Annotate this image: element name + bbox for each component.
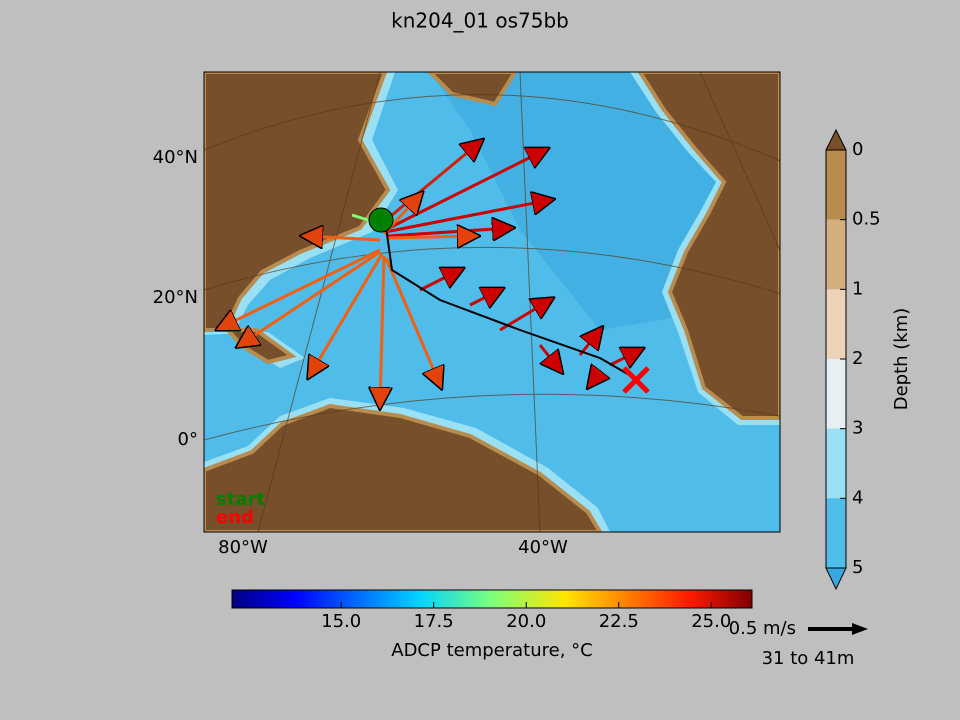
cruise-track <box>384 219 639 381</box>
colorbar-tick-label: 22.5 <box>599 611 639 632</box>
scale-arrowhead <box>852 623 868 635</box>
scale-depth: 31 to 41m <box>762 648 855 669</box>
lon-label: 40°W <box>518 537 568 558</box>
colorbar-tick-label: 25.0 <box>691 611 731 632</box>
depth-tick-label: 1 <box>852 278 863 299</box>
legend-start: start <box>216 489 265 510</box>
temperature-label: ADCP temperature, °C <box>391 640 592 661</box>
legend-end: end <box>216 507 254 528</box>
lat-label: 0° <box>178 429 198 450</box>
colorbar-tick-label: 15.0 <box>321 611 361 632</box>
depth-tick-label: 0.5 <box>852 209 881 230</box>
depth-tick-label: 5 <box>852 557 863 578</box>
depth-bin <box>826 428 846 499</box>
colorbar-tick-label: 17.5 <box>414 611 454 632</box>
lat-label: 20°N <box>153 287 198 308</box>
lon-label: 80°W <box>218 537 268 558</box>
depth-bin <box>826 498 846 568</box>
depth-bin <box>826 359 846 429</box>
lat-label: 40°N <box>153 147 198 168</box>
scale-speed: 0.5 m/s <box>729 618 796 639</box>
end-marker <box>622 366 650 394</box>
depth-tick-label: 3 <box>852 418 863 439</box>
depth-colorbar: 0 0.5 1 2 3 4 5 <box>825 128 881 591</box>
depth-bin <box>826 150 846 220</box>
map <box>204 72 780 532</box>
depth-bin <box>826 219 846 290</box>
depth-label: Depth (km) <box>891 308 912 411</box>
title: kn204_01 os75bb <box>391 9 569 33</box>
start-marker <box>368 207 394 233</box>
current-vectors <box>220 142 640 405</box>
depth-tick-label: 4 <box>852 487 863 508</box>
depth-bin <box>826 289 846 359</box>
temperature-colorbar <box>231 589 753 609</box>
colorbar-tick-label: 20.0 <box>506 611 546 632</box>
depth-tick-label: 2 <box>852 348 863 369</box>
depth-tick-label: 0 <box>852 139 863 160</box>
map-frame <box>203 71 781 533</box>
